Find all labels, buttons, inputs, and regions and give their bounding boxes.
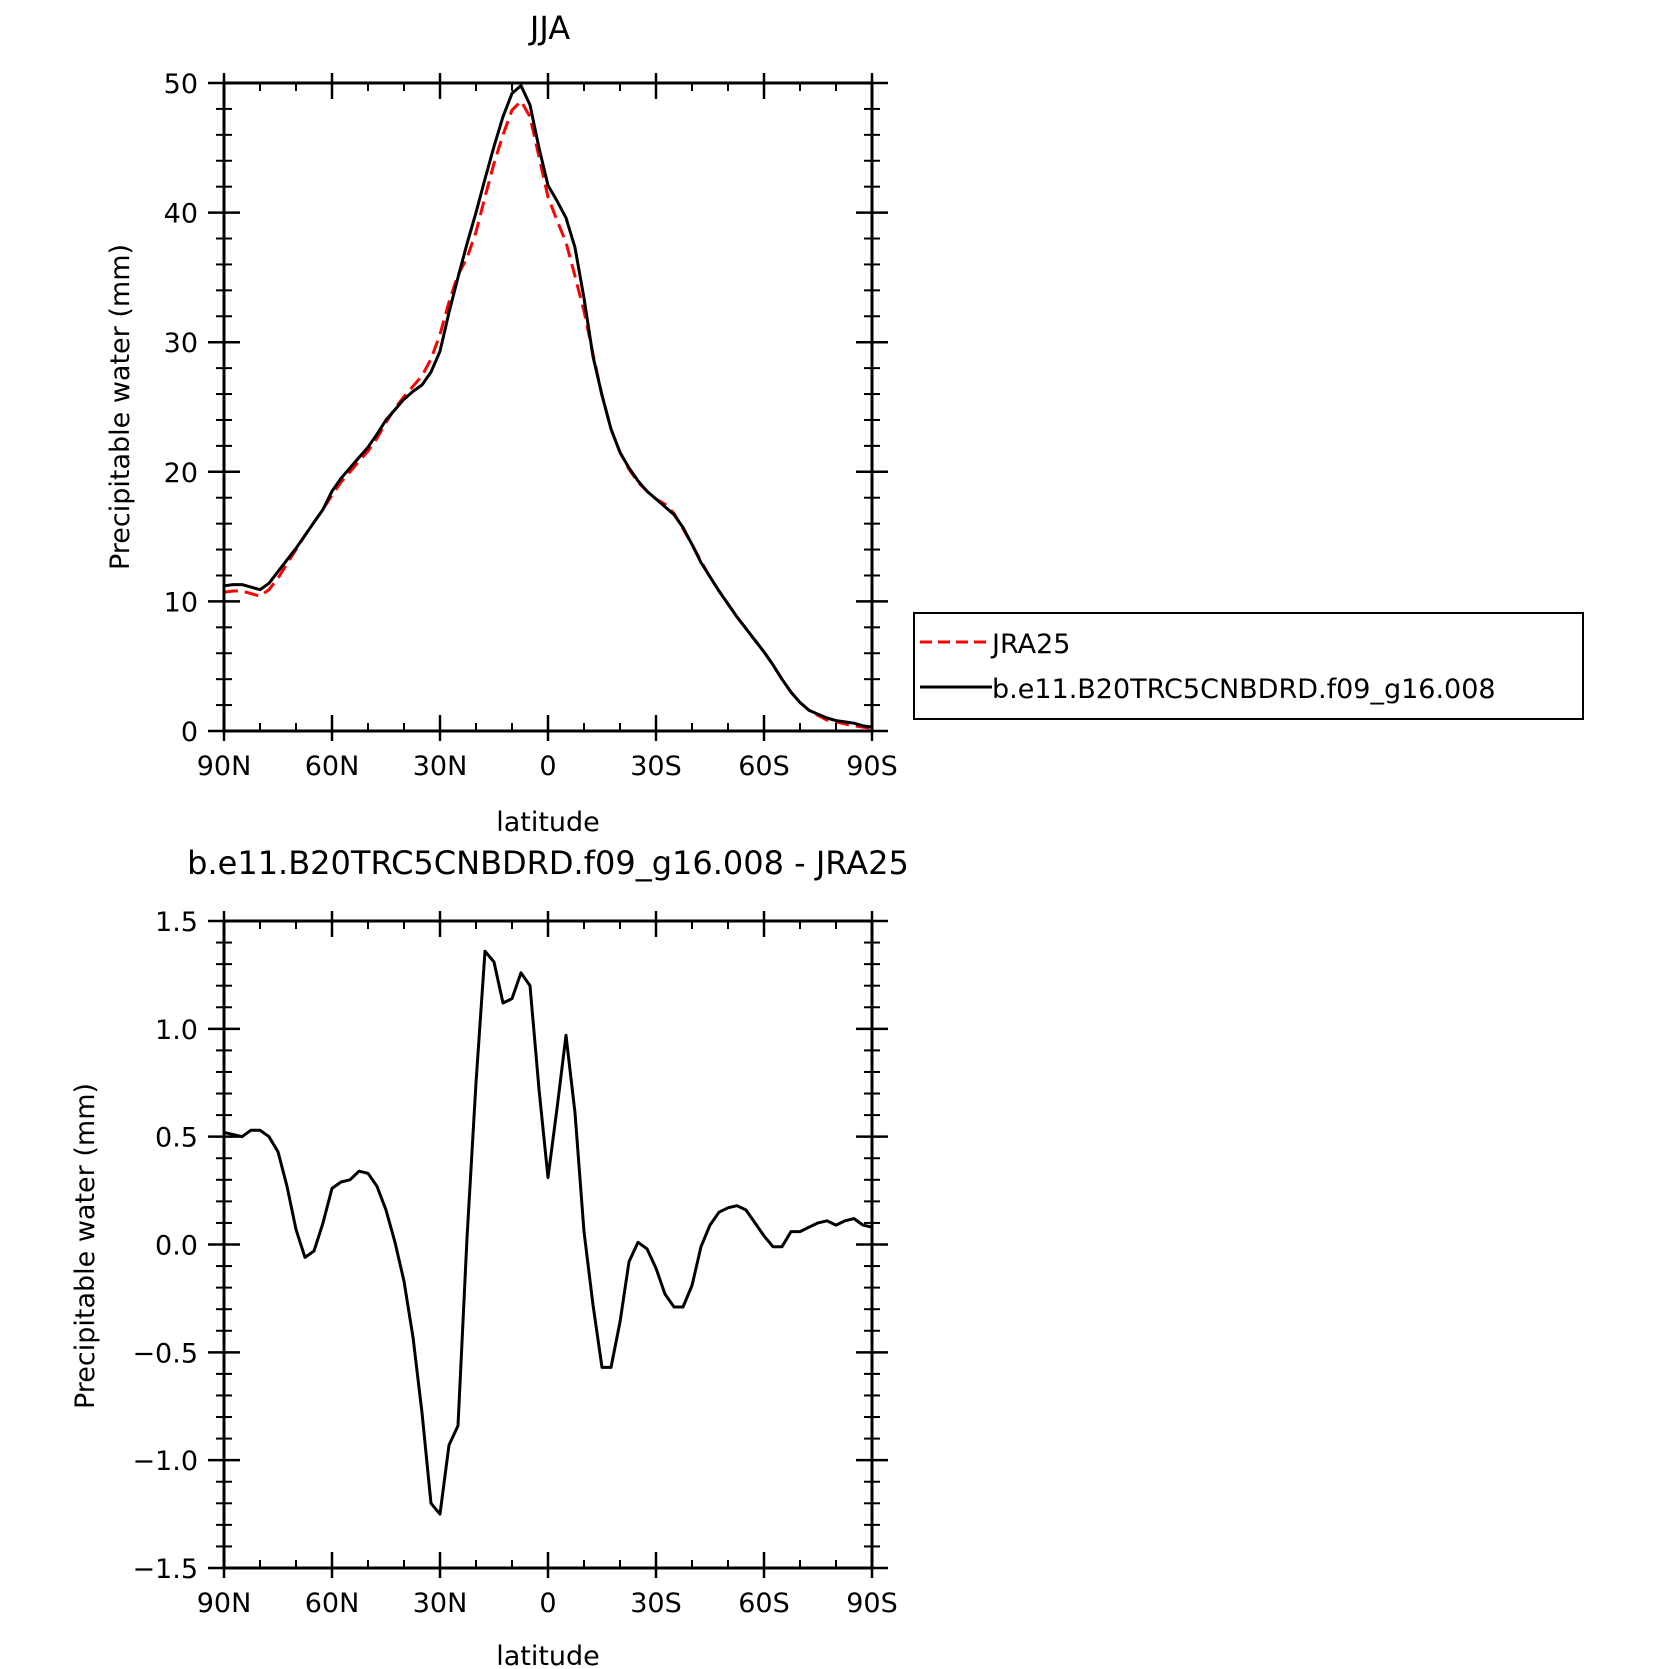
- y-tick-label: 20: [164, 458, 198, 489]
- top-x-ticks: 90N 60N 30N 0 30S 60S 90S: [197, 73, 898, 782]
- top-ylabel: Precipitable water (mm): [105, 244, 136, 570]
- top-series-lines: [223, 84, 873, 730]
- bottom-y-ticks: 1.5 1.0 0.5 0.0 −0.5 −1.0 −1.5: [132, 907, 888, 1585]
- series-line-1-0: [223, 949, 873, 1516]
- x-tick-label: 90N: [197, 1588, 252, 1619]
- y-tick-label: 0.5: [155, 1123, 198, 1154]
- x-tick-label: 90N: [197, 751, 252, 782]
- top-xlabel: latitude: [496, 807, 600, 838]
- x-tick-label: 90S: [846, 751, 898, 782]
- bottom-panel: b.e11.B20TRC5CNBDRD.f09_g16.008 - JRA25 …: [70, 844, 909, 1669]
- y-tick-label: 50: [164, 69, 198, 100]
- series-line-0-0: [223, 99, 873, 730]
- x-tick-label: 0: [539, 751, 556, 782]
- top-title: JJA: [528, 9, 570, 47]
- legend-box: [913, 612, 1584, 720]
- x-tick-label: 0: [539, 1588, 556, 1619]
- y-tick-label: 0: [181, 717, 198, 748]
- y-tick-label: 40: [164, 199, 198, 230]
- bottom-title: b.e11.B20TRC5CNBDRD.f09_g16.008 - JRA25: [187, 844, 909, 882]
- bottom-xlabel: latitude: [496, 1641, 600, 1669]
- x-tick-label: 60N: [305, 751, 360, 782]
- x-tick-label: 30S: [630, 751, 682, 782]
- y-tick-label: −1.0: [132, 1446, 198, 1477]
- x-tick-label: 30N: [413, 1588, 468, 1619]
- top-panel: JJA 90N 60N 30N 0 30S 60S 90S 0 10 20 30 40 50 lati…: [105, 9, 1584, 838]
- y-tick-label: 30: [164, 328, 198, 359]
- legend: JRA25 b.e11.B20TRC5CNBDRD.f09_g16.008: [913, 612, 1584, 720]
- x-tick-label: 90S: [846, 1588, 898, 1619]
- y-tick-label: 1.5: [155, 907, 198, 938]
- bottom-plot-frame: [222, 919, 874, 1570]
- bottom-ylabel: Precipitable water (mm): [70, 1083, 101, 1409]
- y-tick-label: 0.0: [155, 1231, 198, 1262]
- x-tick-label: 60N: [305, 1588, 360, 1619]
- bottom-series-lines: [223, 949, 873, 1516]
- y-tick-label: −1.5: [132, 1554, 198, 1585]
- bottom-x-ticks: 90N 60N 30N 0 30S 60S 90S: [197, 911, 898, 1619]
- series-line-0-1: [223, 84, 873, 729]
- legend-label-model: b.e11.B20TRC5CNBDRD.f09_g16.008: [992, 674, 1496, 705]
- x-tick-label: 60S: [738, 1588, 790, 1619]
- legend-label-jra25: JRA25: [990, 629, 1070, 660]
- x-tick-label: 30N: [413, 751, 468, 782]
- y-tick-label: 10: [164, 587, 198, 618]
- y-tick-label: 1.0: [155, 1015, 198, 1046]
- top-y-ticks: 0 10 20 30 40 50: [164, 69, 888, 748]
- x-tick-label: 30S: [630, 1588, 682, 1619]
- y-tick-label: −0.5: [132, 1338, 198, 1369]
- x-tick-label: 60S: [738, 751, 790, 782]
